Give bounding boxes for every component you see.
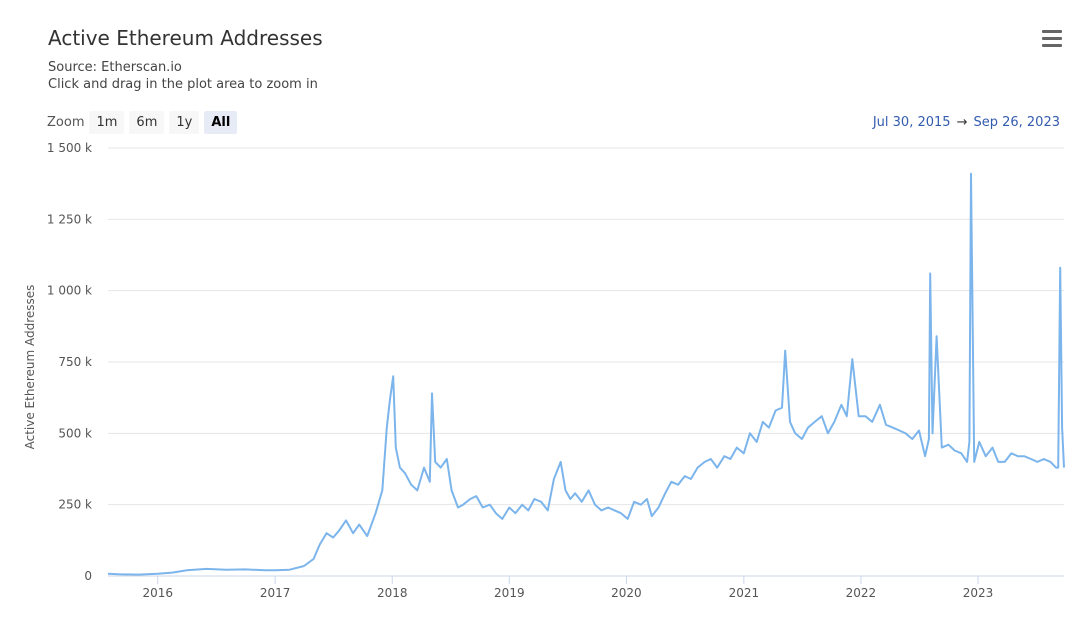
grid-lines: [108, 147, 1064, 577]
x-tick-label: 2022: [846, 586, 877, 600]
y-axis-title: Active Ethereum Addresses: [23, 285, 37, 450]
y-tick-label: 1 500 k: [47, 141, 92, 155]
y-tick-label: 1 250 k: [47, 212, 92, 226]
x-tick-label: 2018: [377, 586, 408, 600]
zoom-6m-button[interactable]: 6m: [129, 111, 165, 134]
y-tick-label: 750 k: [58, 355, 92, 369]
range-arrow-icon: →: [956, 115, 968, 130]
y-tick-label: 250 k: [58, 498, 92, 512]
x-axis-ticks: 2016 2017 2018 2019 2020 2021 2022 2023: [142, 576, 993, 600]
y-axis-ticks: 0 250 k 500 k 750 k 1 000 k 1 250 k 1 500 k: [47, 141, 92, 583]
date-range-display: Jul 30, 2015 → Sep 26, 2023: [873, 115, 1060, 130]
x-tick-label: 2023: [963, 586, 994, 600]
x-tick-label: 2017: [260, 586, 291, 600]
series-group: [107, 172, 1065, 576]
zoom-label: Zoom: [47, 115, 85, 130]
chart-subtitle: Source: Etherscan.io Click and drag in t…: [48, 59, 318, 93]
source-text: Source: Etherscan.io: [48, 60, 182, 75]
zoom-1y-button[interactable]: 1y: [169, 111, 200, 134]
range-to-date[interactable]: Sep 26, 2023: [973, 115, 1060, 130]
series-line[interactable]: [107, 172, 1065, 576]
chart-title: Active Ethereum Addresses: [48, 26, 323, 50]
x-tick-label: 2016: [142, 586, 173, 600]
y-tick-label: 1 000 k: [47, 284, 92, 298]
x-tick-label: 2021: [729, 586, 760, 600]
zoom-1m-button[interactable]: 1m: [89, 111, 125, 134]
x-tick-label: 2019: [494, 586, 525, 600]
zoom-all-button[interactable]: All: [204, 111, 238, 134]
y-tick-label: 0: [84, 569, 92, 583]
hamburger-menu-icon[interactable]: [1042, 30, 1062, 48]
range-selector: Zoom 1m 6m 1y All: [47, 111, 242, 134]
zoom-hint-text: Click and drag in the plot area to zoom …: [48, 77, 318, 92]
y-tick-label: 500 k: [58, 426, 92, 440]
range-from-date[interactable]: Jul 30, 2015: [872, 115, 951, 130]
x-tick-label: 2020: [611, 586, 642, 600]
